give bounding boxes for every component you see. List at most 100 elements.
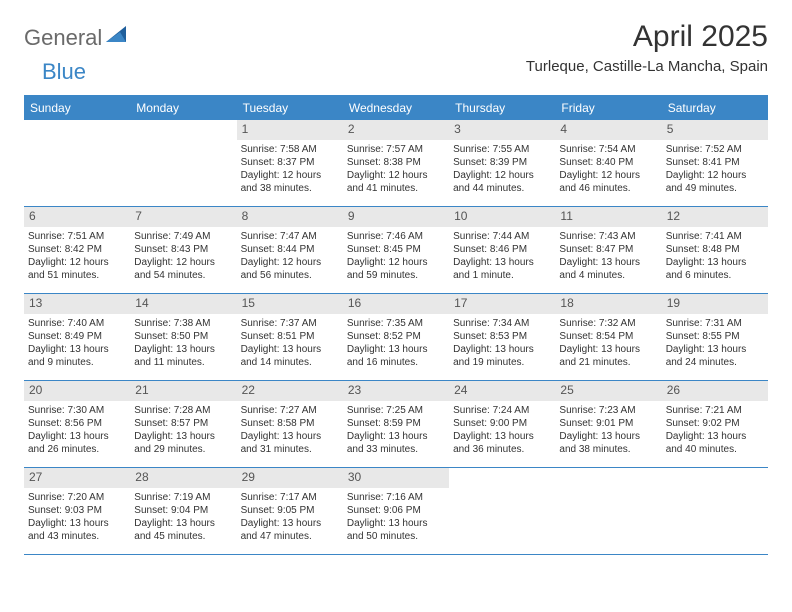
day-info-line: and 24 minutes. bbox=[666, 356, 764, 369]
day-number: 22 bbox=[237, 381, 343, 401]
week-row: 6Sunrise: 7:51 AMSunset: 8:42 PMDaylight… bbox=[24, 207, 768, 294]
day-info-line: Daylight: 13 hours bbox=[134, 430, 232, 443]
day-info-line: Sunset: 9:03 PM bbox=[28, 504, 126, 517]
day-cell: 14Sunrise: 7:38 AMSunset: 8:50 PMDayligh… bbox=[130, 294, 236, 380]
day-header: Sunday bbox=[24, 96, 130, 120]
day-cell: 4Sunrise: 7:54 AMSunset: 8:40 PMDaylight… bbox=[555, 120, 661, 206]
day-info-line: and 41 minutes. bbox=[347, 182, 445, 195]
day-cell: 11Sunrise: 7:43 AMSunset: 8:47 PMDayligh… bbox=[555, 207, 661, 293]
day-info-line: and 21 minutes. bbox=[559, 356, 657, 369]
day-cell: 9Sunrise: 7:46 AMSunset: 8:45 PMDaylight… bbox=[343, 207, 449, 293]
day-info-line: Sunset: 8:48 PM bbox=[666, 243, 764, 256]
day-info-line: Sunset: 8:56 PM bbox=[28, 417, 126, 430]
day-info-line: and 47 minutes. bbox=[241, 530, 339, 543]
day-info-line: Sunset: 8:58 PM bbox=[241, 417, 339, 430]
day-header: Monday bbox=[130, 96, 236, 120]
day-number: 17 bbox=[449, 294, 555, 314]
logo: General bbox=[24, 26, 130, 49]
day-info-line: Sunrise: 7:34 AM bbox=[453, 317, 551, 330]
week-row: 27Sunrise: 7:20 AMSunset: 9:03 PMDayligh… bbox=[24, 468, 768, 555]
day-info-line: and 26 minutes. bbox=[28, 443, 126, 456]
day-info-line: Sunrise: 7:24 AM bbox=[453, 404, 551, 417]
day-info-line: Sunset: 8:55 PM bbox=[666, 330, 764, 343]
day-info-line: Sunrise: 7:54 AM bbox=[559, 143, 657, 156]
day-number: 18 bbox=[555, 294, 661, 314]
day-info-line: Daylight: 13 hours bbox=[28, 430, 126, 443]
day-info-line: Daylight: 13 hours bbox=[347, 430, 445, 443]
day-info-line: Sunset: 8:50 PM bbox=[134, 330, 232, 343]
day-number: 1 bbox=[237, 120, 343, 140]
day-info-line: Sunset: 8:42 PM bbox=[28, 243, 126, 256]
day-number: 13 bbox=[24, 294, 130, 314]
day-info-line: Sunrise: 7:44 AM bbox=[453, 230, 551, 243]
day-cell: 7Sunrise: 7:49 AMSunset: 8:43 PMDaylight… bbox=[130, 207, 236, 293]
day-info-line: Sunrise: 7:58 AM bbox=[241, 143, 339, 156]
day-info-line: Sunset: 8:47 PM bbox=[559, 243, 657, 256]
day-info-line: Sunrise: 7:21 AM bbox=[666, 404, 764, 417]
day-info-line: Sunrise: 7:51 AM bbox=[28, 230, 126, 243]
day-info-line: Sunrise: 7:40 AM bbox=[28, 317, 126, 330]
day-info-line: Sunrise: 7:49 AM bbox=[134, 230, 232, 243]
day-info-line: Sunrise: 7:20 AM bbox=[28, 491, 126, 504]
day-info-line: Sunrise: 7:46 AM bbox=[347, 230, 445, 243]
day-info-line: Daylight: 13 hours bbox=[28, 343, 126, 356]
day-cell: 26Sunrise: 7:21 AMSunset: 9:02 PMDayligh… bbox=[662, 381, 768, 467]
day-info-line: Sunrise: 7:35 AM bbox=[347, 317, 445, 330]
day-info-line: Sunset: 8:52 PM bbox=[347, 330, 445, 343]
day-number: 25 bbox=[555, 381, 661, 401]
day-info-line: Sunrise: 7:23 AM bbox=[559, 404, 657, 417]
day-cell: 28Sunrise: 7:19 AMSunset: 9:04 PMDayligh… bbox=[130, 468, 236, 554]
day-number: 16 bbox=[343, 294, 449, 314]
day-info-line: Sunrise: 7:16 AM bbox=[347, 491, 445, 504]
day-info-line: Daylight: 13 hours bbox=[28, 517, 126, 530]
day-info-line: Sunset: 8:37 PM bbox=[241, 156, 339, 169]
day-cell: 29Sunrise: 7:17 AMSunset: 9:05 PMDayligh… bbox=[237, 468, 343, 554]
day-info-line: and 19 minutes. bbox=[453, 356, 551, 369]
week-row: 13Sunrise: 7:40 AMSunset: 8:49 PMDayligh… bbox=[24, 294, 768, 381]
day-info-line: and 33 minutes. bbox=[347, 443, 445, 456]
day-cell: . bbox=[130, 120, 236, 206]
day-info-line: Daylight: 12 hours bbox=[347, 169, 445, 182]
day-info-line: Daylight: 13 hours bbox=[241, 517, 339, 530]
day-info-line: Daylight: 13 hours bbox=[241, 430, 339, 443]
calendar-page: General April 2025 Turleque, Castille-La… bbox=[0, 0, 792, 575]
day-info-line: Sunrise: 7:30 AM bbox=[28, 404, 126, 417]
day-number: 14 bbox=[130, 294, 236, 314]
day-number: 9 bbox=[343, 207, 449, 227]
day-header-row: SundayMondayTuesdayWednesdayThursdayFrid… bbox=[24, 96, 768, 120]
day-info-line: Sunrise: 7:47 AM bbox=[241, 230, 339, 243]
title-block: April 2025 Turleque, Castille-La Mancha,… bbox=[526, 20, 768, 75]
day-cell: 20Sunrise: 7:30 AMSunset: 8:56 PMDayligh… bbox=[24, 381, 130, 467]
day-cell: 22 Sunrise: 7:27 AMSunset: 8:58 PMDayligh… bbox=[237, 381, 343, 467]
day-info-line: Sunrise: 7:28 AM bbox=[134, 404, 232, 417]
day-info-line: and 43 minutes. bbox=[28, 530, 126, 543]
day-info-line: Sunrise: 7:27 AM bbox=[241, 404, 339, 417]
day-info-line: Daylight: 12 hours bbox=[28, 256, 126, 269]
day-info-line: Daylight: 13 hours bbox=[347, 343, 445, 356]
day-info-line: Daylight: 13 hours bbox=[453, 343, 551, 356]
day-cell: 16 Sunrise: 7:35 AMSunset: 8:52 PMDayligh… bbox=[343, 294, 449, 380]
day-cell: . bbox=[24, 120, 130, 206]
day-number: 15 bbox=[237, 294, 343, 314]
day-info-line: and 46 minutes. bbox=[559, 182, 657, 195]
day-info-line: Sunrise: 7:52 AM bbox=[666, 143, 764, 156]
weeks-container: ..1Sunrise: 7:58 AMSunset: 8:37 PMDaylig… bbox=[24, 120, 768, 555]
month-title: April 2025 bbox=[526, 20, 768, 54]
day-number: 28 bbox=[130, 468, 236, 488]
day-cell: 24Sunrise: 7:24 AMSunset: 9:00 PMDayligh… bbox=[449, 381, 555, 467]
day-info-line: Sunrise: 7:17 AM bbox=[241, 491, 339, 504]
day-number: 24 bbox=[449, 381, 555, 401]
day-info-line: Daylight: 13 hours bbox=[666, 343, 764, 356]
day-info-line: and 59 minutes. bbox=[347, 269, 445, 282]
day-info-line: and 31 minutes. bbox=[241, 443, 339, 456]
day-info-line: and 44 minutes. bbox=[453, 182, 551, 195]
day-info-line: and 16 minutes. bbox=[347, 356, 445, 369]
day-cell: 2Sunrise: 7:57 AMSunset: 8:38 PMDaylight… bbox=[343, 120, 449, 206]
day-info-line: Sunset: 8:59 PM bbox=[347, 417, 445, 430]
day-number: 8 bbox=[237, 207, 343, 227]
day-cell: 30Sunrise: 7:16 AMSunset: 9:06 PMDayligh… bbox=[343, 468, 449, 554]
logo-text-1: General bbox=[24, 27, 102, 49]
day-info-line: Daylight: 13 hours bbox=[134, 343, 232, 356]
day-info-line: and 40 minutes. bbox=[666, 443, 764, 456]
day-number: 7 bbox=[130, 207, 236, 227]
